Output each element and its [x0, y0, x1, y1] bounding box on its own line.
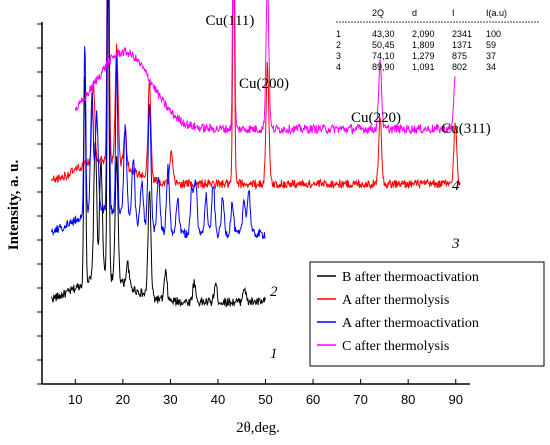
table-cell: 2341	[452, 29, 472, 39]
table-cell: 43,30	[372, 29, 395, 39]
legend-entry: A after thermoactivation	[342, 316, 479, 331]
peak-annotation: Cu(220)	[351, 110, 401, 126]
legend-entry: C after thermolysis	[342, 339, 449, 354]
x-tick-label: 60	[306, 392, 320, 407]
x-tick-label: 10	[68, 392, 82, 407]
x-tick-label: 20	[116, 392, 130, 407]
table-cell: 1	[336, 29, 341, 39]
table-header-cell: I(a.u)	[486, 8, 507, 18]
series-line-3	[51, 0, 266, 240]
table-header-cell: 2Q	[372, 8, 384, 18]
table-cell: 4	[336, 62, 341, 72]
table-cell: 34	[486, 62, 496, 72]
table-cell: 1,091	[412, 62, 435, 72]
table-header-cell: I	[452, 8, 455, 18]
table-cell: 2	[336, 40, 341, 50]
x-tick-label: 30	[163, 392, 177, 407]
x-tick-label: 90	[448, 392, 462, 407]
curve-number-label: 3	[451, 236, 460, 252]
y-ticks	[37, 23, 42, 385]
x-tick-label: 40	[211, 392, 225, 407]
peak-annotations: Cu(111) Cu(200) Cu(220) Cu(311)	[206, 13, 491, 137]
table-cell: 37	[486, 51, 496, 61]
y-axis-label: Intensity, a. u.	[6, 160, 22, 251]
x-tick-label: 50	[258, 392, 272, 407]
table-cell: 100	[486, 29, 501, 39]
table-cell: 1,809	[412, 40, 435, 50]
table-cell: 2,090	[412, 29, 435, 39]
curve-number-label: 2	[270, 284, 278, 300]
table-cell: 50,45	[372, 40, 395, 50]
series-line-1	[51, 0, 266, 308]
series-line-2	[51, 0, 461, 190]
x-tick-label: 80	[401, 392, 415, 407]
table-cell: 802	[452, 62, 467, 72]
table-cell: 875	[452, 51, 467, 61]
curve-number-label: 4	[452, 178, 460, 194]
legend-entry: B after thermoactivation	[342, 270, 479, 285]
x-tick-label: 70	[353, 392, 367, 407]
peak-annotation: Cu(311)	[441, 121, 490, 137]
table-cell: 74,10	[372, 51, 395, 61]
table-cell: 59	[486, 40, 496, 50]
peak-annotation: Cu(200)	[239, 76, 289, 92]
x-ticks: 10 20 30 40 50 60 70 80 90	[68, 379, 463, 407]
series-line-4	[74, 0, 456, 135]
legend-box	[309, 261, 545, 367]
table-cell: 3	[336, 51, 341, 61]
table-cell: 1,279	[412, 51, 435, 61]
table-cell: 1371	[452, 40, 472, 50]
legend-entry: A after thermolysis	[342, 293, 449, 308]
curve-number-label: 1	[270, 346, 278, 362]
peak-annotation: Cu(111)	[206, 13, 255, 29]
x-axis-label: 2θ,deg.	[236, 420, 280, 436]
table-header-cell: d	[412, 8, 417, 18]
legend: B after thermoactivation A after thermoly…	[309, 261, 545, 367]
table-cell: 89,90	[372, 62, 395, 72]
